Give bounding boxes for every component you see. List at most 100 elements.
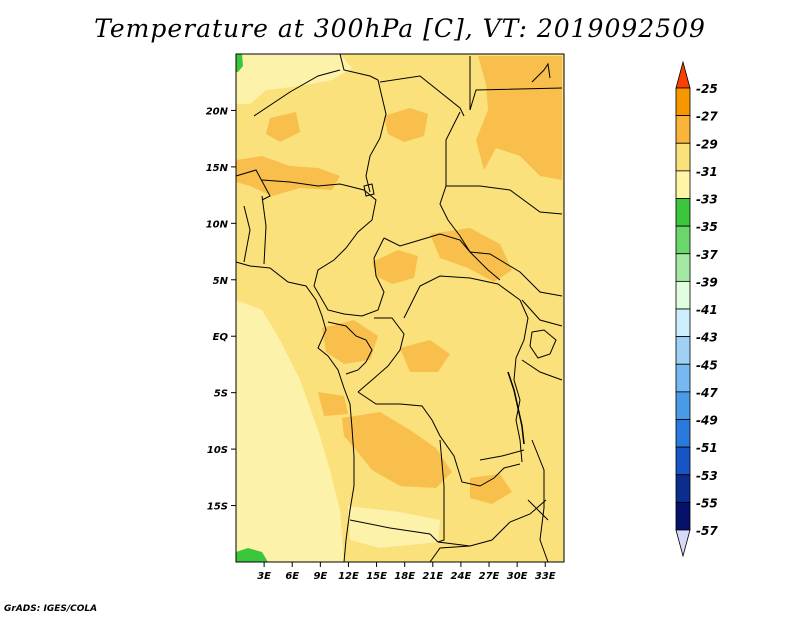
warm-region-chad bbox=[372, 250, 418, 284]
border-cameroon bbox=[313, 237, 385, 317]
border-chad-car bbox=[383, 233, 501, 281]
lake-chad bbox=[363, 183, 375, 197]
colorbar-level-label: -43 bbox=[696, 331, 718, 345]
warm-region-sahel-west bbox=[236, 156, 340, 196]
lat-tick-label: 15S bbox=[207, 502, 228, 513]
colorbar-level-label: -31 bbox=[696, 165, 718, 179]
border-angola-zambia bbox=[437, 439, 445, 543]
grads-credit: GrADS: IGES/COLA bbox=[4, 604, 98, 614]
colorbar-level-label: -49 bbox=[696, 414, 718, 428]
warm-region-zambia bbox=[470, 474, 512, 504]
colorbar-level-label: -53 bbox=[696, 469, 718, 483]
border-south-sudan bbox=[469, 251, 563, 297]
colorbar-level-label: -41 bbox=[696, 303, 718, 317]
border-zambia-drc bbox=[479, 449, 525, 461]
colorbar-segment bbox=[675, 363, 691, 393]
map-title: Temperature at 300hPa [C], VT: 201909250… bbox=[94, 14, 706, 43]
border-niger-libya bbox=[365, 79, 387, 193]
lon-tick-label: 9E bbox=[313, 571, 327, 582]
border-togo-benin bbox=[261, 195, 267, 265]
border-ghana bbox=[243, 205, 251, 263]
colorbar-level-label: -51 bbox=[696, 441, 718, 455]
cold-region-south-corner bbox=[236, 548, 268, 562]
border-sudan-south bbox=[446, 185, 563, 215]
colorbar-segment bbox=[675, 115, 691, 144]
lat-tick-label: 5N bbox=[213, 276, 229, 287]
lake-tanganyika bbox=[507, 371, 525, 445]
lon-tick-label: 33E bbox=[535, 571, 556, 582]
lon-tick-label: 15E bbox=[366, 571, 387, 582]
border-libya-egypt bbox=[379, 75, 465, 117]
cold-regions bbox=[236, 54, 268, 562]
colorbar-level-label: -33 bbox=[696, 193, 718, 207]
colorbar-level-label: -39 bbox=[696, 275, 718, 289]
lon-tick-label: 18E bbox=[394, 571, 415, 582]
lat-tick-label: 5S bbox=[214, 389, 228, 400]
warm-region-libya bbox=[384, 108, 428, 142]
red-sea-coast bbox=[531, 62, 551, 83]
border-uganda bbox=[521, 299, 563, 327]
lon-tick-label: 6E bbox=[285, 571, 299, 582]
colorbar-segment bbox=[675, 253, 691, 282]
warm-region-car bbox=[430, 228, 512, 282]
lat-tick-label: 15N bbox=[206, 163, 229, 174]
latitude-axis: 20N 15N 10N 5N EQ 5S 10S 15S bbox=[206, 106, 236, 513]
colorbar-level-label: -45 bbox=[696, 358, 718, 372]
lon-tick-label: 24E bbox=[451, 571, 472, 582]
warm-region-northeast bbox=[476, 56, 562, 180]
lon-tick-label: 27E bbox=[479, 571, 500, 582]
border-congo-drc bbox=[357, 317, 405, 393]
border-mali-niger bbox=[235, 169, 271, 201]
colorbar-level-label: -25 bbox=[696, 82, 718, 96]
warm-region-angola bbox=[342, 412, 452, 488]
warm-regions bbox=[236, 56, 562, 504]
lon-tick-label: 21E bbox=[422, 571, 443, 582]
border-egypt-sudan bbox=[469, 56, 563, 111]
colorbar-segment bbox=[675, 308, 691, 338]
lat-tick-label: EQ bbox=[213, 332, 229, 343]
colorbar-segment bbox=[675, 336, 691, 365]
border-tanzania bbox=[521, 359, 563, 381]
cold-region-north-corner bbox=[236, 54, 243, 72]
lat-tick-label: 20N bbox=[206, 106, 229, 117]
map-plot-area bbox=[235, 53, 565, 563]
colorbar-segment bbox=[675, 142, 691, 172]
colorbar-segment bbox=[675, 198, 691, 227]
border-gabon-congo bbox=[327, 321, 373, 375]
border-chad-sudan bbox=[439, 111, 471, 253]
lat-tick-label: 10S bbox=[207, 445, 228, 456]
cool-region-northwest bbox=[236, 54, 352, 104]
border-drc-east bbox=[513, 299, 529, 463]
colorbar-over-triangle bbox=[675, 60, 691, 89]
warm-region-coast bbox=[318, 392, 348, 416]
cool-region-atlantic bbox=[236, 300, 344, 562]
colorbar-segment bbox=[675, 280, 691, 310]
colorbar-segment bbox=[675, 474, 691, 503]
border-algeria-libya bbox=[339, 53, 379, 81]
colorbar-segment bbox=[675, 87, 691, 117]
colorbar-under-triangle bbox=[675, 529, 691, 558]
border-angola-namibia bbox=[349, 519, 471, 547]
colorbar-level-label: -37 bbox=[696, 248, 718, 262]
border-zambia-south bbox=[469, 499, 547, 547]
colorbar-level-label: -55 bbox=[696, 496, 718, 510]
colorbar: -25 -27 -29 -31 -33 -35 -37 -39 -41 -43 -45 -47 -49 -… bbox=[675, 60, 718, 558]
lake-victoria bbox=[529, 329, 557, 359]
colorbar-level-label: -57 bbox=[696, 524, 718, 538]
border-mali-algeria bbox=[253, 69, 341, 117]
colorbar-segment bbox=[675, 501, 691, 531]
colorbar-segment bbox=[675, 446, 691, 476]
warm-region-drc-center bbox=[400, 340, 450, 372]
colorbar-level-label: -47 bbox=[696, 386, 718, 400]
colorbar-segment bbox=[675, 419, 691, 448]
cool-region-angola-south bbox=[348, 506, 440, 548]
warm-region-congo bbox=[322, 320, 378, 364]
colorbar-level-label: -27 bbox=[696, 110, 718, 124]
border-nigeria bbox=[261, 179, 377, 287]
lon-tick-label: 30E bbox=[507, 571, 528, 582]
warm-region-mali bbox=[266, 112, 300, 142]
border-south-africa bbox=[429, 545, 471, 563]
colorbar-level-label: -29 bbox=[696, 137, 718, 151]
country-borders bbox=[235, 53, 563, 563]
